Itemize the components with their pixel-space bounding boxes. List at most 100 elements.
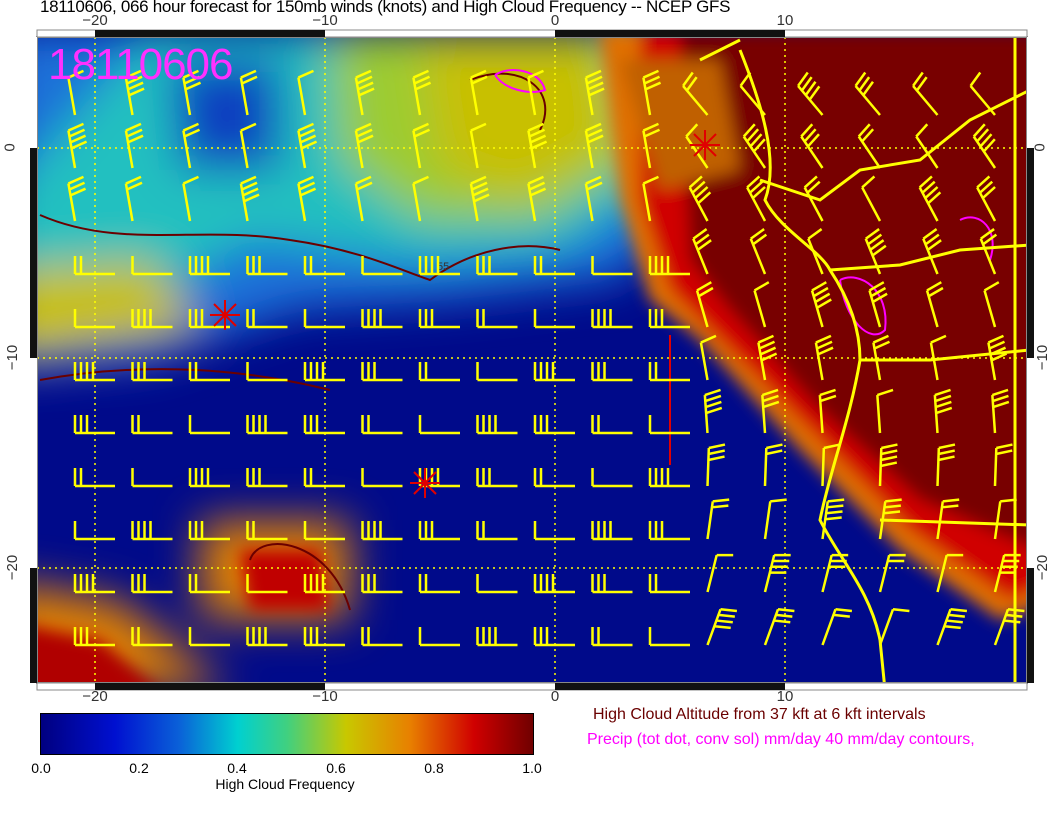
wind-barb <box>527 122 548 169</box>
wind-barb <box>361 468 403 488</box>
wind-barb <box>861 175 882 222</box>
wind-barb <box>73 521 115 541</box>
wind-barb <box>912 71 939 116</box>
wind-barb <box>246 415 288 435</box>
legend-precip: Precip (tot dot, conv sol) mm/day 40 mm/… <box>587 731 975 748</box>
wind-barb <box>591 362 633 382</box>
wind-barb <box>591 309 633 329</box>
colorbar-tick: 0.8 <box>424 760 444 776</box>
wind-barb <box>976 175 997 222</box>
wind-barb <box>303 309 345 329</box>
wind-barb <box>188 362 230 382</box>
wind-barb <box>361 574 403 594</box>
wind-barb <box>361 627 403 647</box>
legend-cloud-altitude: High Cloud Altitude from 37 kft at 6 kft… <box>593 706 926 723</box>
wind-barb <box>533 415 575 435</box>
storm-markers <box>210 130 720 498</box>
wind-barb <box>993 608 1025 646</box>
wind-barb <box>993 498 1017 540</box>
wind-barb <box>936 443 956 487</box>
wind-barb <box>857 123 882 169</box>
wind-barb <box>533 309 575 329</box>
wind-barb <box>303 362 345 382</box>
wind-barb <box>73 468 115 488</box>
wind-barb <box>188 468 230 488</box>
wind-barb <box>131 362 173 382</box>
wind-barb <box>131 627 173 647</box>
wind-barb <box>987 334 1008 381</box>
date-stamp: 18110606 <box>48 40 233 89</box>
wind-barb <box>469 122 487 169</box>
wind-barb <box>246 468 288 488</box>
wind-barb <box>803 175 824 222</box>
wind-barb <box>868 281 888 328</box>
colorbar <box>40 713 534 755</box>
wind-barb <box>476 574 518 594</box>
wind-barb <box>124 175 143 222</box>
wind-barb <box>807 228 824 275</box>
wind-barb <box>584 122 604 169</box>
wind-barb <box>476 362 518 382</box>
wind-barb <box>739 71 766 116</box>
colorbar-title: High Cloud Frequency <box>215 776 355 792</box>
wind-barb <box>131 574 173 594</box>
coastline <box>699 37 1027 683</box>
wind-barb <box>239 69 258 116</box>
wind-barb <box>872 334 891 381</box>
wind-barb <box>763 498 787 540</box>
wind-barb <box>648 309 690 329</box>
wind-barb <box>533 362 575 382</box>
wind-barb <box>878 553 906 593</box>
wind-barb <box>933 388 953 434</box>
wind-barb <box>182 69 202 116</box>
wind-barb <box>915 123 939 169</box>
wind-barb <box>527 69 544 116</box>
wind-barb <box>648 574 690 594</box>
wind-barb <box>188 627 230 647</box>
wind-barb <box>188 415 230 435</box>
lat-label-right: −10 <box>1034 344 1052 371</box>
wind-barb <box>418 362 460 382</box>
wind-barb <box>303 468 345 488</box>
wind-barb <box>972 123 997 169</box>
wind-barb <box>303 415 345 435</box>
wind-barb <box>476 309 518 329</box>
wind-barb <box>591 468 633 488</box>
wind-barb <box>648 627 690 647</box>
lat-label-left: −10 <box>4 344 22 371</box>
wind-barb <box>936 498 960 540</box>
wind-barb <box>993 553 1021 593</box>
wind-barb <box>810 281 832 328</box>
wind-barb <box>354 175 373 222</box>
wind-barb <box>584 175 603 222</box>
storm-marker-icon <box>690 130 720 160</box>
wind-barb <box>648 256 690 276</box>
lon-label-bottom: −10 <box>312 688 338 705</box>
wind-barb <box>642 69 662 116</box>
wind-barb <box>742 123 767 169</box>
wind-barb <box>703 388 723 434</box>
wind-barb <box>695 281 714 328</box>
wind-barb <box>303 256 345 276</box>
wind-barb <box>699 334 717 381</box>
lon-label-top: 0 <box>550 12 560 29</box>
wind-barb <box>67 69 84 116</box>
colorbar-tick: 1.0 <box>522 760 542 776</box>
wind-barb <box>706 443 726 487</box>
wind-barb <box>476 468 518 488</box>
wind-barb <box>303 521 345 541</box>
wind-barb <box>922 228 942 275</box>
wind-barb <box>239 175 260 222</box>
wind-barb <box>131 309 173 329</box>
wind-barb <box>361 521 403 541</box>
wind-barb <box>706 608 738 646</box>
wind-barb <box>182 122 201 169</box>
wind-barb <box>303 627 345 647</box>
wind-barb <box>533 521 575 541</box>
contour-label: 55 <box>437 261 449 273</box>
wind-barb <box>983 281 1000 328</box>
wind-barb <box>763 553 791 593</box>
wind-barb <box>246 521 288 541</box>
lat-label-left: −20 <box>4 554 22 581</box>
precip-contours <box>494 69 994 336</box>
